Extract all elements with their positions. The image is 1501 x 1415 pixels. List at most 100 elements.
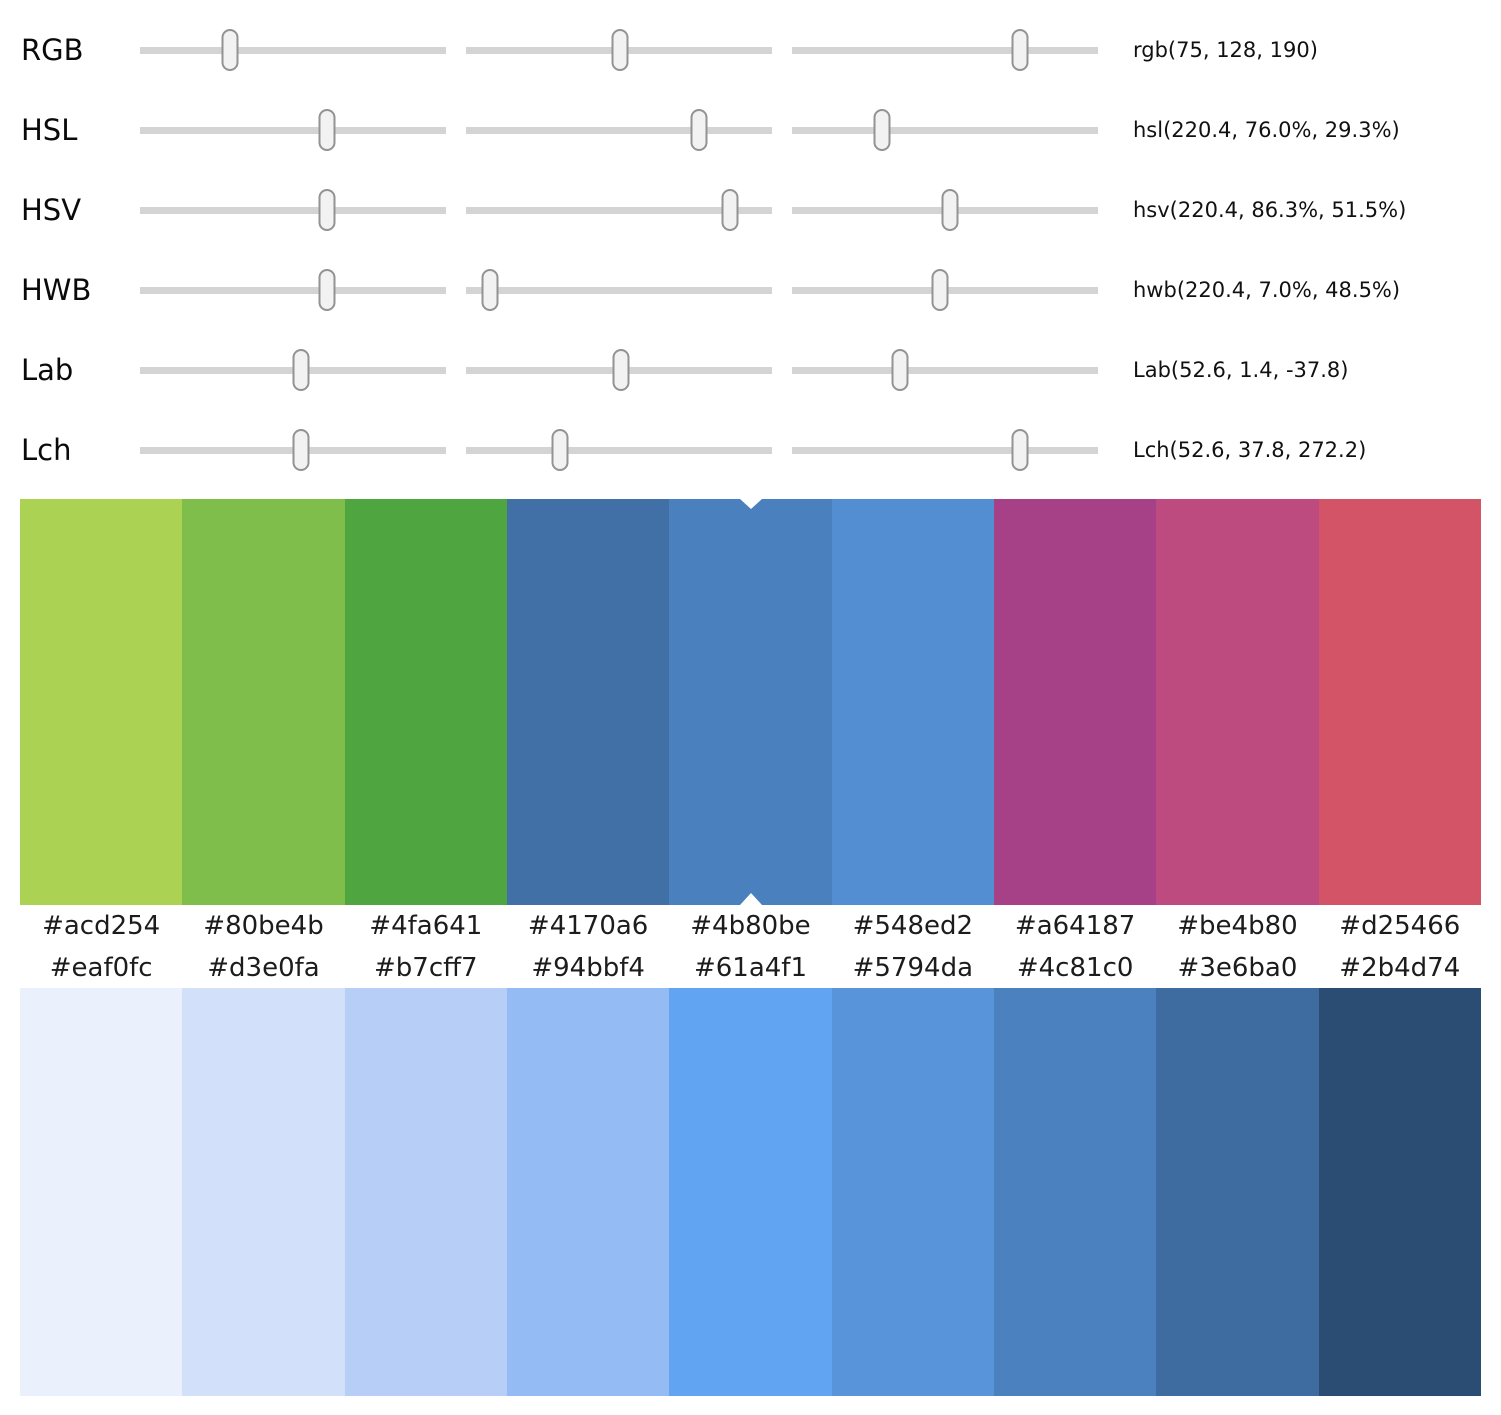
top-hex-label-4: #4b80be: [690, 911, 811, 941]
lch-label: Lch: [21, 433, 72, 467]
hwb-blackness-slider[interactable]: [792, 267, 1098, 313]
bottom-hex-label-5: #5794da: [852, 952, 973, 983]
lch-value: Lch(52.6, 37.8, 272.2): [1133, 438, 1367, 462]
rgb-green-thumb[interactable]: [611, 29, 629, 71]
hsl-lightness-slider[interactable]: [792, 107, 1098, 153]
bottom-hex-label-3: #94bbf4: [531, 952, 645, 983]
lab-a-thumb[interactable]: [612, 349, 630, 391]
bottom-hex-label-6: #4c81c0: [1016, 952, 1134, 983]
lch-chroma-slider[interactable]: [466, 427, 772, 473]
hwb-hue-thumb[interactable]: [318, 269, 336, 311]
top-hex-label-0: #acd254: [42, 911, 161, 941]
lab-slider-row: Lab Lab(52.6, 1.4, -37.8): [0, 330, 1501, 410]
lab-a-slider[interactable]: [466, 347, 772, 393]
lch-chroma-thumb[interactable]: [551, 429, 569, 471]
top-hex-label-7: #be4b80: [1177, 911, 1298, 941]
rgb-blue-thumb[interactable]: [1011, 29, 1029, 71]
top-hex-label-2: #4fa641: [369, 911, 483, 941]
top-palette: [20, 499, 1481, 905]
selection-notch-bottom-icon: [739, 893, 762, 905]
hsl-saturation-slider[interactable]: [466, 107, 772, 153]
hsl-value: hsl(220.4, 76.0%, 29.3%): [1133, 118, 1400, 142]
top-swatch-5[interactable]: [831, 499, 994, 905]
bottom-hex-label-4: #61a4f1: [693, 952, 807, 983]
hwb-whiteness-track-line: [466, 286, 772, 294]
hsl-saturation-track-line: [466, 126, 772, 134]
top-hex-label-5: #548ed2: [852, 911, 974, 941]
hsl-lightness-thumb[interactable]: [873, 109, 891, 151]
hsl-saturation-thumb[interactable]: [690, 109, 708, 151]
color-sliders-panel: RGB rgb(75, 128, 190) HSL hsl(220.4,: [0, 0, 1501, 490]
top-hex-label-1: #80be4b: [203, 911, 324, 941]
top-swatch-6[interactable]: [993, 499, 1157, 905]
bottom-hex-labels: #eaf0fc #d3e0fa #b7cff7 #94bbf4 #61a4f1 …: [20, 947, 1481, 988]
hsv-hue-thumb[interactable]: [318, 189, 336, 231]
hsv-saturation-slider[interactable]: [466, 187, 772, 233]
bottom-hex-label-1: #d3e0fa: [207, 952, 320, 983]
top-swatch-0[interactable]: [20, 499, 183, 905]
lch-slider-row: Lch Lch(52.6, 37.8, 272.2): [0, 410, 1501, 490]
rgb-red-slider[interactable]: [140, 27, 446, 73]
top-swatch-3[interactable]: [506, 499, 670, 905]
hwb-whiteness-slider[interactable]: [466, 267, 772, 313]
lch-lightness-thumb[interactable]: [292, 429, 310, 471]
hwb-whiteness-thumb[interactable]: [481, 269, 499, 311]
top-hex-labels: #acd254 #80be4b #4fa641 #4170a6 #4b80be …: [20, 905, 1481, 947]
rgb-red-track-line: [140, 46, 446, 54]
rgb-blue-track-line: [792, 46, 1098, 54]
lab-value: Lab(52.6, 1.4, -37.8): [1133, 358, 1349, 382]
hwb-label: HWB: [21, 273, 92, 307]
hsl-hue-thumb[interactable]: [318, 109, 336, 151]
rgb-green-slider[interactable]: [466, 27, 772, 73]
hwb-hue-track-line: [140, 286, 446, 294]
bottom-swatch-4[interactable]: [669, 988, 832, 1396]
hsv-saturation-thumb[interactable]: [721, 189, 739, 231]
bottom-swatch-2[interactable]: [344, 988, 507, 1396]
rgb-label: RGB: [21, 33, 84, 67]
bottom-swatch-6[interactable]: [993, 988, 1157, 1396]
hwb-hue-slider[interactable]: [140, 267, 446, 313]
bottom-swatch-5[interactable]: [831, 988, 994, 1396]
lch-hue-slider[interactable]: [792, 427, 1098, 473]
lab-b-thumb[interactable]: [891, 349, 909, 391]
top-swatch-7[interactable]: [1156, 499, 1319, 905]
lch-chroma-track-line: [466, 446, 772, 454]
bottom-hex-label-0: #eaf0fc: [49, 952, 153, 983]
bottom-swatch-3[interactable]: [506, 988, 670, 1396]
top-swatch-4[interactable]: [669, 499, 832, 905]
hsv-value-slider[interactable]: [792, 187, 1098, 233]
hsl-hue-slider[interactable]: [140, 107, 446, 153]
top-swatch-8[interactable]: [1318, 499, 1481, 905]
top-swatch-1[interactable]: [182, 499, 345, 905]
bottom-swatch-1[interactable]: [182, 988, 345, 1396]
hsl-slider-row: HSL hsl(220.4, 76.0%, 29.3%): [0, 90, 1501, 170]
hwb-value: hwb(220.4, 7.0%, 48.5%): [1133, 278, 1401, 302]
lab-label: Lab: [21, 353, 74, 387]
bottom-swatch-0[interactable]: [20, 988, 183, 1396]
hsv-slider-row: HSV hsv(220.4, 86.3%, 51.5%): [0, 170, 1501, 250]
hsv-hue-slider[interactable]: [140, 187, 446, 233]
top-hex-label-6: #a64187: [1014, 911, 1136, 941]
lab-lightness-thumb[interactable]: [292, 349, 310, 391]
bottom-hex-label-7: #3e6ba0: [1177, 952, 1298, 983]
lch-hue-thumb[interactable]: [1011, 429, 1029, 471]
bottom-hex-label-2: #b7cff7: [374, 952, 478, 983]
bottom-swatch-8[interactable]: [1318, 988, 1481, 1396]
selection-notch-top-icon: [739, 499, 762, 509]
hsl-hue-track-line: [140, 126, 446, 134]
hsv-value-thumb[interactable]: [941, 189, 959, 231]
hsl-label: HSL: [21, 113, 78, 147]
hwb-blackness-thumb[interactable]: [931, 269, 949, 311]
rgb-slider-row: RGB rgb(75, 128, 190): [0, 10, 1501, 90]
lab-b-track-line: [792, 366, 1098, 374]
hwb-slider-row: HWB hwb(220.4, 7.0%, 48.5%): [0, 250, 1501, 330]
lch-lightness-slider[interactable]: [140, 427, 446, 473]
lab-b-slider[interactable]: [792, 347, 1098, 393]
bottom-hex-label-8: #2b4d74: [1339, 952, 1461, 983]
top-swatch-2[interactable]: [344, 499, 507, 905]
lab-lightness-slider[interactable]: [140, 347, 446, 393]
lch-hue-track-line: [792, 446, 1098, 454]
rgb-red-thumb[interactable]: [221, 29, 239, 71]
bottom-swatch-7[interactable]: [1156, 988, 1319, 1396]
rgb-blue-slider[interactable]: [792, 27, 1098, 73]
